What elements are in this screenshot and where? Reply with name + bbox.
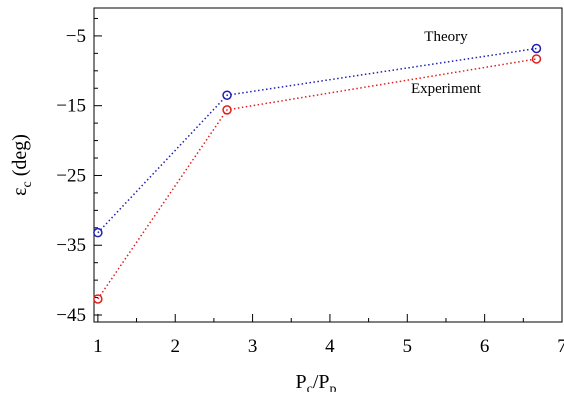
x-tick-label: 7 xyxy=(557,336,564,357)
data-point-experiment xyxy=(222,105,232,115)
data-point-experiment xyxy=(93,294,103,304)
x-tick-label: 6 xyxy=(480,336,490,357)
x-tick-label: 4 xyxy=(325,336,335,357)
y-tick-label: −25 xyxy=(56,165,86,186)
x-tick-label: 3 xyxy=(248,336,258,357)
series-line-theory xyxy=(97,47,537,234)
x-tick-label: 1 xyxy=(93,336,103,357)
y-tick-label: −15 xyxy=(56,96,86,117)
series-annotation-experiment: Experiment xyxy=(411,81,482,97)
plot-frame xyxy=(93,7,563,323)
y-axis-label: εc (deg) xyxy=(9,134,35,196)
data-point-theory xyxy=(93,227,103,238)
data-point-theory xyxy=(531,43,542,54)
data-point-theory xyxy=(222,90,232,100)
y-tick-label: −5 xyxy=(66,26,86,47)
series-annotation-theory: Theory xyxy=(424,29,468,45)
y-tick-label: −45 xyxy=(56,305,86,326)
data-point-experiment xyxy=(531,54,542,64)
y-tick-label: −35 xyxy=(56,235,86,256)
x-tick-label: 5 xyxy=(403,336,413,357)
series-line-experiment xyxy=(97,58,537,300)
x-tick-label: 2 xyxy=(170,336,180,357)
x-axis-label: Pc/Pp xyxy=(295,371,336,392)
